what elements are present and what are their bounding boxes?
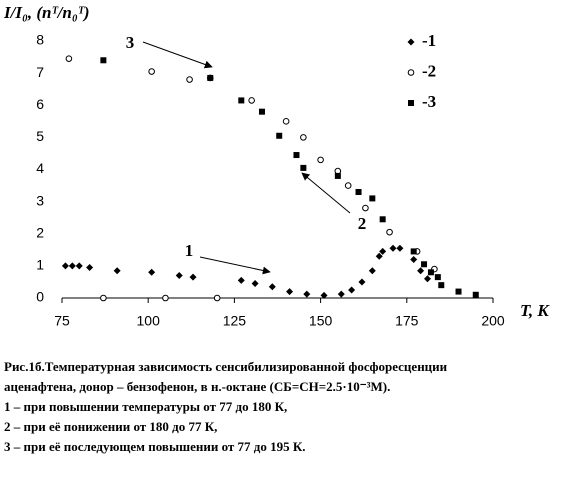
point <box>61 262 69 270</box>
point <box>369 195 376 202</box>
point <box>417 267 425 275</box>
y-tick-label: 6 <box>36 96 44 112</box>
point <box>100 57 107 64</box>
point <box>162 294 169 302</box>
y-tick-label: 3 <box>36 192 44 208</box>
point <box>148 268 156 276</box>
point <box>258 108 265 115</box>
point <box>276 132 283 139</box>
point <box>175 272 183 280</box>
point <box>423 275 431 283</box>
point <box>282 118 290 125</box>
point <box>427 269 434 276</box>
point <box>189 273 197 281</box>
point <box>238 97 245 104</box>
legend-label: -1 <box>422 31 436 50</box>
point <box>303 290 311 298</box>
annotation-arrow <box>199 256 271 275</box>
point <box>362 204 369 212</box>
y-tick-label: 1 <box>36 257 44 273</box>
point <box>434 274 441 281</box>
point <box>410 255 418 263</box>
point <box>317 156 324 164</box>
caption-line: 2 – при её понижении от 180 до 77 К, <box>4 419 217 434</box>
point <box>408 100 414 106</box>
point <box>251 280 259 288</box>
point <box>368 267 376 275</box>
point <box>396 244 404 252</box>
point <box>438 282 445 289</box>
point <box>379 247 387 255</box>
y-tick-label: 5 <box>36 128 44 144</box>
point <box>407 69 415 76</box>
annotation: 2 <box>358 214 367 233</box>
caption-line: Рис.1б.Температурная зависимость сенсиби… <box>4 359 448 374</box>
point <box>75 262 83 270</box>
point <box>375 252 383 260</box>
point <box>344 182 352 189</box>
y-axis-label: I/I₀, (nᵀ/n₀ᵀ) <box>3 3 90 22</box>
x-tick-label: 150 <box>309 313 333 329</box>
caption-line: 3 – при её последующем повышении от 77 д… <box>4 439 306 454</box>
y-tick-label: 7 <box>36 64 44 80</box>
point <box>186 76 193 83</box>
point <box>293 152 300 159</box>
caption-line: 1 – при повышении температуры от 77 до 1… <box>4 399 287 414</box>
point <box>455 288 462 295</box>
legend-label: -2 <box>422 61 436 80</box>
point <box>386 228 393 236</box>
y-tick-label: 2 <box>36 224 44 240</box>
point <box>334 172 341 179</box>
x-axis-label: T, K <box>520 301 550 320</box>
point <box>100 294 107 302</box>
annotation: 3 <box>126 33 135 52</box>
x-tick-label: 200 <box>481 313 505 329</box>
point <box>113 267 121 275</box>
y-tick-label: 4 <box>36 160 44 176</box>
y-tick-label: 8 <box>36 32 44 48</box>
x-tick-label: 175 <box>395 313 419 329</box>
point <box>421 261 428 268</box>
point <box>286 288 294 296</box>
annotation-arrow <box>142 41 213 69</box>
point <box>237 276 245 284</box>
point <box>248 97 255 104</box>
point <box>148 68 155 75</box>
point <box>407 38 415 46</box>
point <box>379 216 386 223</box>
point <box>300 134 307 141</box>
x-tick-label: 100 <box>137 313 161 329</box>
x-tick-label: 125 <box>223 313 247 329</box>
point <box>472 291 479 298</box>
point <box>355 188 362 195</box>
point <box>358 278 366 286</box>
point <box>207 74 214 81</box>
y-tick-label: 0 <box>36 289 44 305</box>
point <box>300 164 307 171</box>
point <box>65 55 73 62</box>
point <box>348 286 356 294</box>
point <box>213 294 221 302</box>
point <box>68 262 76 270</box>
point <box>320 291 328 299</box>
point <box>337 290 345 298</box>
legend-label: -3 <box>422 92 436 111</box>
point <box>389 244 397 252</box>
point <box>268 283 276 291</box>
caption-line: аценафтена, донор – бензофенон, в н.-окт… <box>4 379 390 394</box>
point <box>86 263 94 271</box>
x-tick-label: 75 <box>54 313 70 329</box>
point <box>410 248 417 255</box>
annotation: 1 <box>185 241 194 260</box>
annotation-arrow <box>301 172 351 214</box>
